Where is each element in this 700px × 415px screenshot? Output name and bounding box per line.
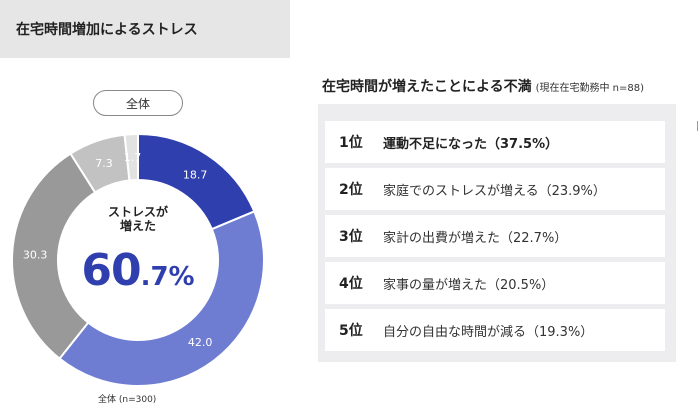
center-value-small: .7% (140, 262, 195, 292)
donut-slice-5 (123, 132, 139, 182)
ranking-row-5: 5位 自分の自由な時間が減る（19.3%） (325, 309, 665, 351)
ranking-row-1: 1位 運動不足になった（37.5%） (325, 121, 665, 163)
rank-number: 1位 (339, 135, 363, 151)
ranking-row-4: 4位 家事の量が増えた（20.5%） (325, 262, 665, 304)
donut-value-label-3: 30.3 (23, 249, 48, 262)
page-title: 在宅時間増加によるストレス (16, 22, 198, 38)
ranking-title: 在宅時間が増えたことによる不満 (現在在宅勤務中 n=88) (322, 76, 644, 96)
ranking-title-text: 在宅時間が増えたことによる不満 (322, 79, 532, 95)
donut-value-label-4: 7.3 (95, 157, 113, 170)
center-value: 60.7% (68, 245, 208, 296)
rank-text: 自分の自由な時間が減る（19.3%） (383, 324, 594, 340)
center-value-big: 60 (81, 245, 141, 296)
rank-text: 家計の出費が増えた（22.7%） (383, 230, 568, 246)
rank-text: 家事の量が増えた（20.5%） (383, 277, 555, 293)
donut-value-label-1: 18.7 (183, 168, 208, 181)
donut-slice-3 (11, 152, 97, 360)
rank-number: 3位 (339, 229, 363, 245)
rank-number: 4位 (339, 276, 363, 292)
rank-number: 5位 (339, 323, 363, 339)
donut-value-label-5: 1.7 (124, 151, 142, 164)
rank-text: 運動不足になった（37.5%） (383, 136, 559, 152)
donut-chart: 18.7 42.0 30.3 7.3 1.7 (11, 132, 265, 387)
sample-note: 全体 (n=300) (98, 395, 157, 405)
center-label: ストレスが 増えた (98, 205, 178, 233)
edge-mark (697, 121, 698, 131)
ranking-subtitle: (現在在宅勤務中 n=88) (535, 83, 645, 94)
rank-number: 2位 (339, 182, 363, 198)
ranking-row-2: 2位 家庭でのストレスが増える（23.9%） (325, 168, 665, 210)
donut-value-label-2: 42.0 (188, 336, 213, 349)
ranking-row-3: 3位 家計の出費が増えた（22.7%） (325, 215, 665, 257)
page-title-box: 在宅時間増加によるストレス (0, 0, 290, 58)
segment-tab-all[interactable]: 全体 (93, 90, 183, 116)
rank-text: 家庭でのストレスが増える（23.9%） (383, 183, 606, 199)
donut-slice-2 (58, 210, 265, 387)
center-label-text: ストレスが 増えた (107, 205, 168, 233)
